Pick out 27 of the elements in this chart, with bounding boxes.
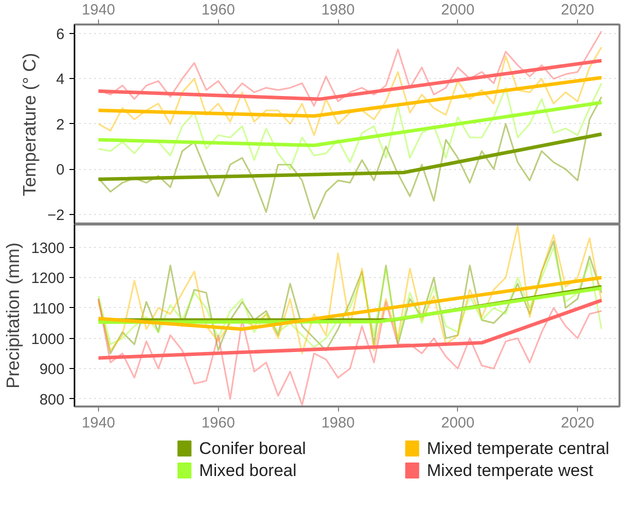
- y-axis-title: Temperature (° C): [19, 52, 40, 196]
- x-tick-label: 1980: [321, 414, 355, 432]
- legend-label: Mixed boreal: [199, 461, 297, 480]
- y-tick-label: 1200: [31, 270, 65, 288]
- x-tick-label: 1940: [82, 2, 116, 18]
- y-tick-label: 1100: [32, 300, 65, 318]
- y-tick-label: 800: [39, 391, 65, 408]
- x-tick-label: 1960: [202, 2, 235, 18]
- y-tick-label: −2: [47, 206, 65, 224]
- x-tick-label: 1960: [202, 414, 235, 432]
- legend-label: Mixed temperate central: [426, 439, 610, 458]
- y-tick-label: 6: [56, 26, 64, 44]
- y-tick-label: 1300: [31, 240, 65, 257]
- x-tick-label: 1980: [321, 2, 355, 18]
- x-tick-label: 2000: [441, 2, 474, 18]
- x-tick-label: 1940: [82, 414, 116, 432]
- y-tick-label: 1000: [31, 330, 65, 348]
- y-tick-label: 4: [56, 71, 64, 88]
- y-axis-title: Precipitation (mm): [3, 242, 24, 389]
- x-tick-label: 2020: [560, 2, 594, 18]
- y-tick-label: 900: [39, 361, 65, 378]
- legend-label: Conifer boreal: [199, 439, 306, 458]
- x-tick-label: 2000: [441, 414, 474, 432]
- x-tick-label: 2020: [560, 414, 594, 432]
- legend-label: Mixed temperate west: [426, 461, 594, 480]
- y-tick-label: 0: [56, 162, 64, 179]
- y-tick-label: 2: [56, 116, 64, 134]
